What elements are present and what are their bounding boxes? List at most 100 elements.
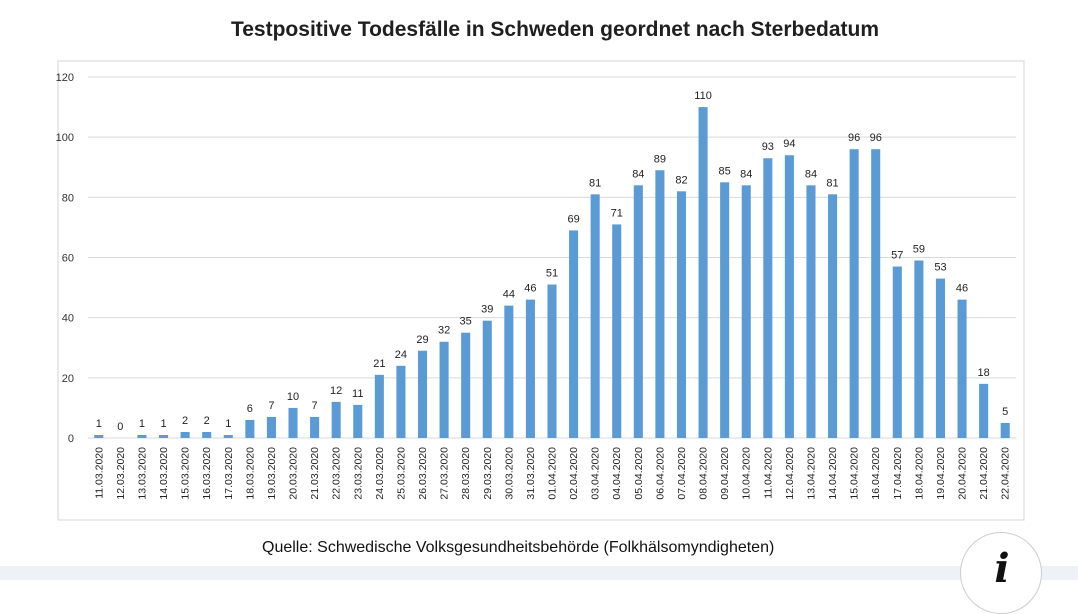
bar-15.04.2020 (849, 149, 859, 438)
x-tick-label: 16.04.2020 (870, 447, 882, 500)
bar-09.04.2020 (720, 182, 730, 438)
data-label: 96 (848, 132, 860, 144)
x-tick-label: 20.04.2020 (957, 447, 969, 500)
data-label: 93 (762, 141, 774, 153)
x-tick-label: 20.03.2020 (288, 447, 300, 500)
x-tick-label: 27.03.2020 (439, 447, 451, 500)
bar-02.04.2020 (569, 230, 579, 438)
y-tick-label: 60 (62, 253, 74, 265)
data-label: 44 (503, 289, 515, 301)
x-tick-label: 26.03.2020 (417, 447, 429, 500)
data-label: 39 (481, 304, 493, 316)
data-label: 1 (225, 418, 231, 430)
bar-23.03.2020 (353, 404, 363, 438)
y-tick-label: 40 (62, 313, 74, 325)
info-button[interactable]: i (960, 532, 1042, 614)
x-tick-label: 09.04.2020 (719, 447, 731, 500)
data-label: 53 (934, 262, 946, 274)
data-label: 35 (460, 316, 472, 328)
data-label: 96 (870, 132, 882, 144)
data-label: 46 (956, 283, 968, 295)
x-tick-label: 10.04.2020 (741, 447, 753, 500)
data-label: 24 (395, 349, 407, 361)
bar-03.04.2020 (590, 194, 600, 438)
data-label: 94 (783, 138, 795, 150)
bar-25.03.2020 (396, 365, 406, 438)
x-tick-label: 16.03.2020 (201, 447, 213, 500)
x-tick-label: 12.04.2020 (784, 447, 796, 500)
data-label: 46 (524, 283, 536, 295)
data-label: 29 (416, 334, 428, 346)
x-tick-label: 18.04.2020 (913, 447, 925, 500)
x-tick-label: 11.04.2020 (762, 447, 774, 499)
bar-20.03.2020 (288, 407, 298, 438)
data-label: 5 (1002, 406, 1008, 418)
x-tick-label: 30.03.2020 (503, 447, 515, 500)
x-tick-label: 14.04.2020 (827, 447, 839, 500)
x-tick-label: 06.04.2020 (654, 447, 666, 500)
bar-27.03.2020 (439, 341, 449, 438)
data-label: 21 (373, 358, 385, 370)
data-label: 32 (438, 325, 450, 337)
bar-14.03.2020 (159, 434, 169, 438)
bar-13.03.2020 (137, 434, 147, 438)
x-tick-label: 05.04.2020 (633, 447, 645, 500)
bar-28.03.2020 (461, 332, 471, 438)
bar-14.04.2020 (828, 194, 838, 438)
x-tick-label: 03.04.2020 (590, 447, 602, 500)
bar-17.03.2020 (223, 434, 233, 438)
data-label: 85 (719, 165, 731, 177)
data-label: 110 (694, 90, 712, 102)
chart-source: Quelle: Schwedische Volksgesundheitsbehö… (262, 539, 775, 556)
bar-24.03.2020 (374, 374, 384, 438)
bottom-band (0, 566, 1078, 580)
data-label: 18 (978, 367, 990, 379)
x-tick-label: 01.04.2020 (547, 447, 559, 500)
x-tick-label: 24.03.2020 (374, 447, 386, 500)
y-axis-ticks: 0 20 40 60 80 100 120 (56, 72, 74, 445)
plot-frame (57, 60, 1025, 521)
data-label: 84 (805, 168, 817, 180)
bar-11.03.2020 (94, 434, 104, 438)
data-label: 69 (567, 213, 579, 225)
x-tick-label: 19.03.2020 (266, 447, 278, 500)
y-tick-label: 0 (68, 433, 74, 445)
x-tick-label: 02.04.2020 (568, 447, 580, 500)
x-tick-label: 22.03.2020 (331, 447, 343, 500)
bar-31.03.2020 (525, 299, 535, 438)
data-label: 57 (891, 250, 903, 262)
data-label: 81 (589, 177, 601, 189)
data-label: 10 (287, 391, 299, 403)
bar-26.03.2020 (417, 350, 428, 438)
bar-21.03.2020 (310, 416, 320, 438)
x-tick-label: 21.03.2020 (309, 447, 321, 500)
data-label: 12 (330, 385, 342, 397)
x-tick-label: 12.03.2020 (115, 447, 127, 500)
x-tick-label: 13.03.2020 (136, 447, 148, 500)
x-tick-label: 15.03.2020 (180, 447, 192, 500)
x-axis-ticks: 11.03.2020 12.03.2020 13.03.2020 14.03.2020… (93, 447, 1011, 500)
bar-13.04.2020 (806, 185, 816, 438)
y-tick-label: 100 (56, 132, 74, 144)
bar-15.03.2020 (180, 431, 190, 438)
y-tick-label: 120 (56, 72, 74, 84)
bar-16.04.2020 (871, 149, 881, 438)
bars (94, 107, 1010, 438)
data-label: 1 (160, 418, 166, 430)
x-tick-label: 23.03.2020 (352, 447, 364, 500)
data-label: 11 (352, 388, 363, 400)
bar-08.04.2020 (698, 107, 708, 438)
x-tick-label: 29.03.2020 (482, 447, 494, 500)
bar-10.04.2020 (741, 185, 751, 438)
bar-29.03.2020 (482, 320, 492, 438)
y-tick-label: 80 (62, 192, 74, 204)
data-label: 1 (96, 418, 102, 430)
bar-01.04.2020 (547, 284, 557, 438)
bar-06.04.2020 (655, 170, 665, 438)
data-label: 1 (139, 418, 145, 430)
data-label: 71 (611, 207, 623, 219)
bar-04.04.2020 (612, 224, 622, 438)
bar-05.04.2020 (633, 185, 643, 438)
